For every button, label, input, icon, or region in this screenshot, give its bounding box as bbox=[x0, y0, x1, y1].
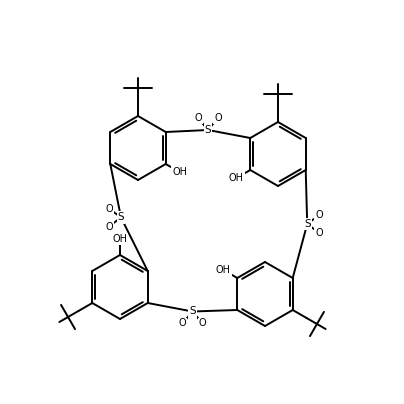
Text: O: O bbox=[316, 210, 323, 220]
Text: S: S bbox=[205, 125, 211, 135]
Text: OH: OH bbox=[229, 173, 244, 183]
Text: O: O bbox=[179, 318, 186, 328]
Text: S: S bbox=[118, 213, 124, 223]
Text: OH: OH bbox=[112, 234, 128, 244]
Text: S: S bbox=[304, 219, 311, 229]
Text: O: O bbox=[199, 318, 206, 328]
Text: S: S bbox=[189, 307, 196, 316]
Text: O: O bbox=[316, 228, 323, 238]
Text: OH: OH bbox=[216, 265, 231, 275]
Text: O: O bbox=[105, 204, 113, 213]
Text: O: O bbox=[105, 221, 113, 231]
Text: OH: OH bbox=[172, 167, 187, 177]
Text: O: O bbox=[194, 113, 202, 123]
Text: O: O bbox=[214, 113, 222, 123]
